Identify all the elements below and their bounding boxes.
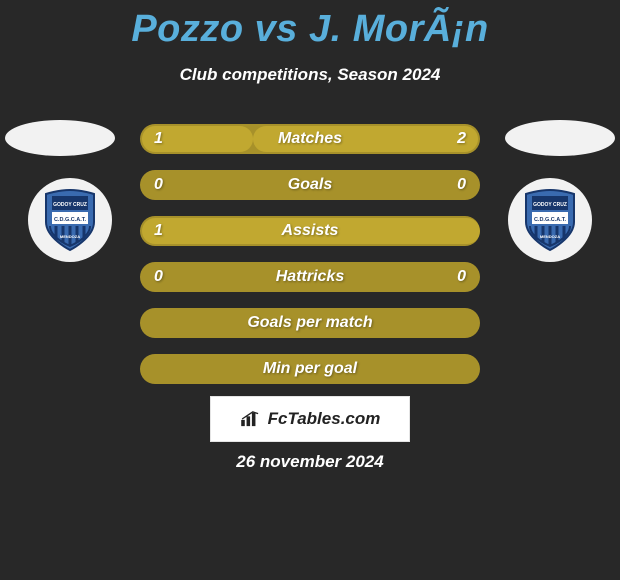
svg-text:C.D.G.C.A.T.: C.D.G.C.A.T.	[54, 217, 87, 223]
club-shield-icon: GODOY CRUZ C.D.G.C.A.T. MENDOZA	[522, 188, 578, 252]
subtitle: Club competitions, Season 2024	[0, 65, 620, 85]
stat-value-left: 0	[154, 176, 163, 194]
stat-value-left: 0	[154, 268, 163, 286]
date-label: 26 november 2024	[0, 452, 620, 472]
svg-text:GODOY CRUZ: GODOY CRUZ	[53, 202, 87, 208]
chart-icon	[240, 411, 262, 427]
watermark: FcTables.com	[210, 396, 410, 442]
stat-value-right: 0	[457, 268, 466, 286]
svg-text:MENDOZA: MENDOZA	[540, 234, 560, 239]
stat-row: Matches 1 2	[140, 124, 480, 154]
stat-value-left: 1	[154, 222, 163, 240]
club-badge-left: GODOY CRUZ C.D.G.C.A.T. MENDOZA	[28, 178, 112, 262]
stat-rows: Matches12Goals00Assists1Hattricks00Goals…	[140, 124, 480, 400]
stat-row: Goals per match	[140, 308, 480, 338]
stat-row: Assists 1	[140, 216, 480, 246]
stat-label: Assists	[282, 222, 339, 240]
stat-row: Min per goal	[140, 354, 480, 384]
stat-value-right: 0	[457, 176, 466, 194]
svg-text:MENDOZA: MENDOZA	[60, 234, 80, 239]
stat-label: Min per goal	[263, 360, 357, 378]
club-badge-right: GODOY CRUZ C.D.G.C.A.T. MENDOZA	[508, 178, 592, 262]
watermark-text: FcTables.com	[268, 409, 381, 429]
stat-label: Goals per match	[247, 314, 372, 332]
stat-value-left: 1	[154, 130, 163, 148]
player-photo-left	[5, 120, 115, 156]
stat-label: Matches	[278, 130, 342, 148]
svg-text:C.D.G.C.A.T.: C.D.G.C.A.T.	[534, 217, 567, 223]
stat-row: Hattricks 0 0	[140, 262, 480, 292]
stat-row: Goals 0 0	[140, 170, 480, 200]
svg-text:GODOY CRUZ: GODOY CRUZ	[533, 202, 567, 208]
page-title: Pozzo vs J. MorÃ¡n	[0, 0, 620, 51]
stat-label: Goals	[288, 176, 332, 194]
club-shield-icon: GODOY CRUZ C.D.G.C.A.T. MENDOZA	[42, 188, 98, 252]
stat-label: Hattricks	[276, 268, 344, 286]
player-photo-right	[505, 120, 615, 156]
stat-value-right: 2	[457, 130, 466, 148]
